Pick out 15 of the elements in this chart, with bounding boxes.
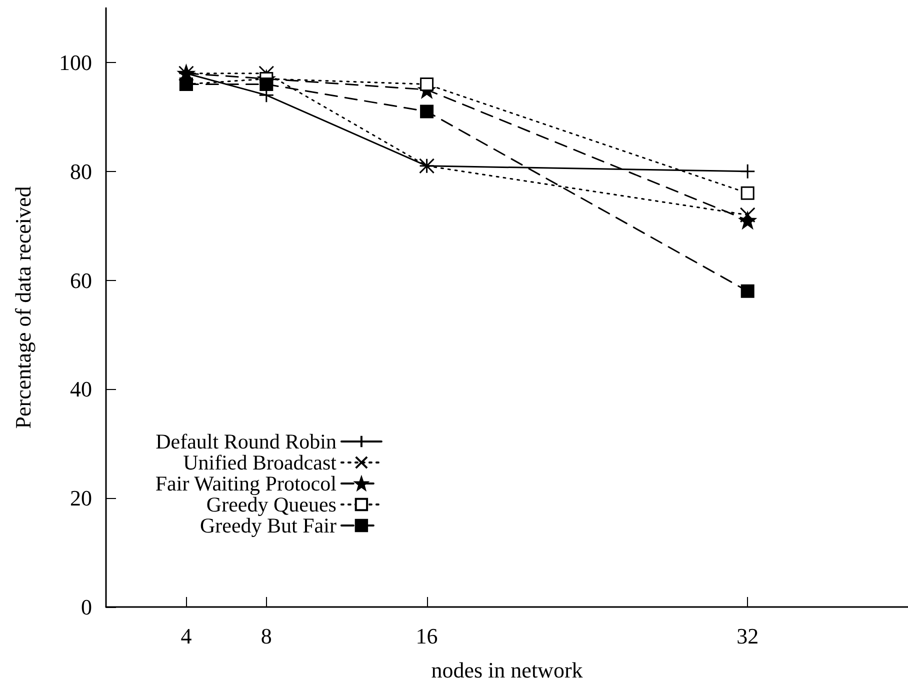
legend-label: Fair Waiting Protocol (155, 472, 337, 496)
x-tick-label: 8 (260, 624, 272, 648)
legend-label: Default Round Robin (156, 430, 337, 454)
y-tick-label: 20 (70, 486, 92, 511)
x-tick-label: 4 (180, 624, 192, 648)
x-axis-title: nodes in network (431, 658, 583, 682)
y-axis-title: Percentage of data received (10, 186, 36, 429)
y-tick-label: 100 (59, 50, 92, 75)
legend-label: Unified Broadcast (183, 450, 337, 474)
y-tick-label: 80 (70, 158, 92, 184)
x-tick-label: 32 (736, 624, 759, 648)
y-tick-label: 60 (70, 268, 92, 293)
x-tick-label: 16 (416, 624, 438, 648)
y-tick-label: 0 (81, 594, 92, 620)
y-tick-label: 40 (70, 376, 92, 402)
